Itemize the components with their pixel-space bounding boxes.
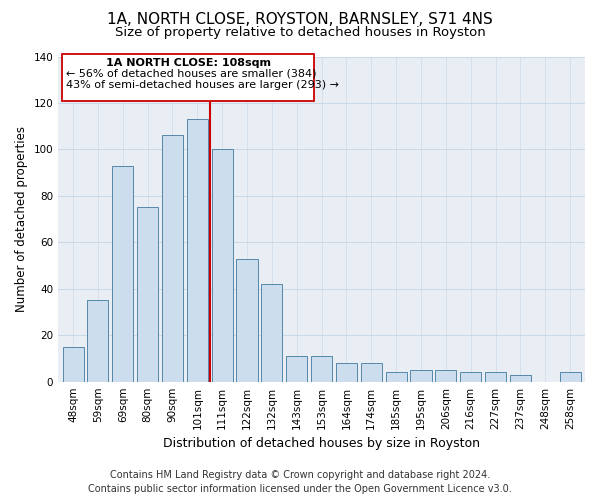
Bar (62, 347, 83, 382)
Bar (460, 372, 481, 382)
Bar (361, 363, 382, 382)
FancyBboxPatch shape (62, 54, 314, 100)
Text: 1A NORTH CLOSE: 108sqm: 1A NORTH CLOSE: 108sqm (106, 58, 271, 68)
Bar (236, 258, 257, 382)
X-axis label: Distribution of detached houses by size in Royston: Distribution of detached houses by size … (163, 437, 480, 450)
Bar (187, 119, 208, 382)
Bar (336, 363, 357, 382)
Bar (212, 150, 233, 382)
Bar (137, 208, 158, 382)
Bar (485, 372, 506, 382)
Text: ← 56% of detached houses are smaller (384): ← 56% of detached houses are smaller (38… (65, 68, 316, 78)
Y-axis label: Number of detached properties: Number of detached properties (15, 126, 28, 312)
Bar (435, 370, 457, 382)
Bar (410, 370, 431, 382)
Bar (510, 374, 531, 382)
Bar (286, 356, 307, 382)
Bar (162, 136, 183, 382)
Bar (112, 166, 133, 382)
Bar (386, 372, 407, 382)
Bar (262, 284, 283, 382)
Bar (311, 356, 332, 382)
Bar (88, 300, 109, 382)
Text: Contains HM Land Registry data © Crown copyright and database right 2024.
Contai: Contains HM Land Registry data © Crown c… (88, 470, 512, 494)
Bar (560, 372, 581, 382)
Text: 43% of semi-detached houses are larger (293) →: 43% of semi-detached houses are larger (… (65, 80, 338, 90)
Text: Size of property relative to detached houses in Royston: Size of property relative to detached ho… (115, 26, 485, 39)
Text: 1A, NORTH CLOSE, ROYSTON, BARNSLEY, S71 4NS: 1A, NORTH CLOSE, ROYSTON, BARNSLEY, S71 … (107, 12, 493, 28)
